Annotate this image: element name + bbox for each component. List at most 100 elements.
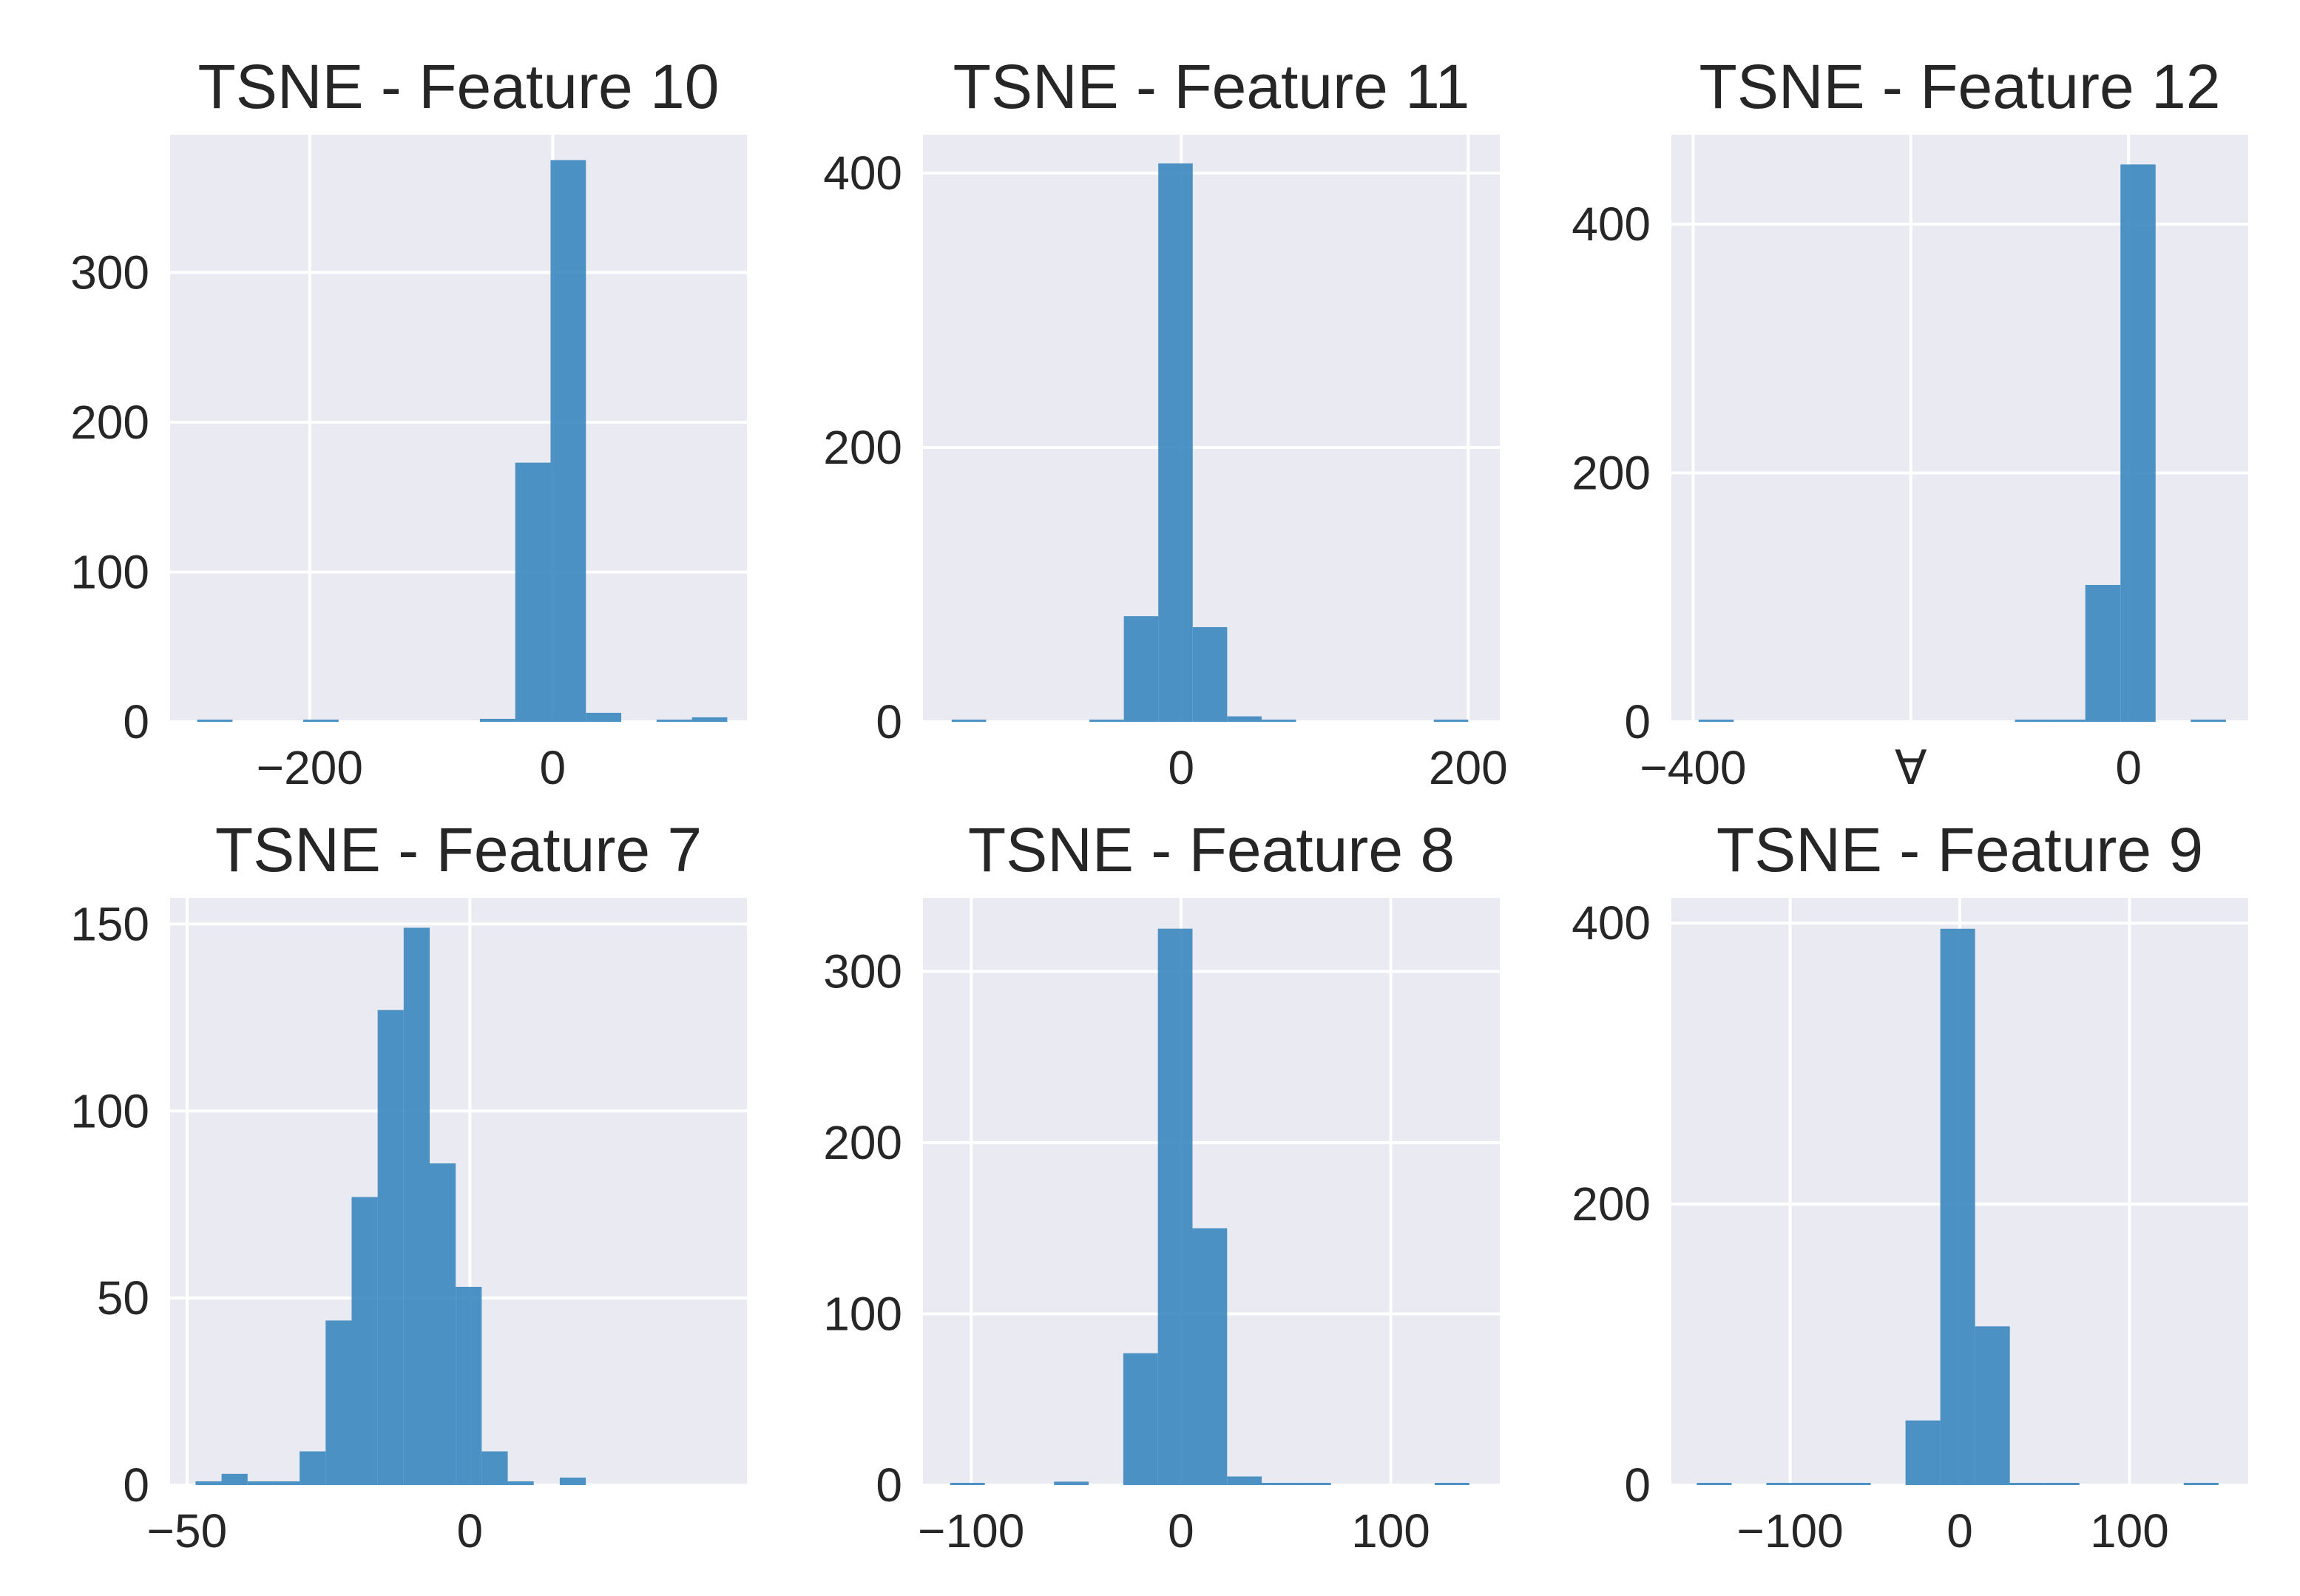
x-tick-label: ∀ xyxy=(1895,741,1927,794)
histogram-bar xyxy=(325,1320,352,1485)
histogram-bar xyxy=(951,720,987,722)
subplot-3: TSNE - Feature 12 −400 ∀ 0 0 200 400 xyxy=(1572,52,2248,794)
y-tick-label: 400 xyxy=(1572,896,1651,950)
histogram-bar xyxy=(1089,720,1124,722)
y-tick-label: 300 xyxy=(823,945,902,998)
histogram-bar xyxy=(2085,584,2121,722)
histogram-bar xyxy=(456,1286,482,1485)
y-tick-label: 400 xyxy=(1572,197,1651,251)
histogram-bar xyxy=(656,720,692,722)
histogram-bar xyxy=(247,1481,274,1485)
histogram-bar xyxy=(2015,720,2051,722)
plot-area xyxy=(923,135,1500,722)
histogram-bar xyxy=(1801,1483,1836,1485)
x-tick-label: 0 xyxy=(1168,741,1194,794)
y-tick-label: 200 xyxy=(823,421,902,474)
histogram-bar xyxy=(302,720,339,722)
y-tick-label: 150 xyxy=(70,897,149,950)
histogram-bar xyxy=(1766,1483,1802,1485)
histogram-bar xyxy=(691,717,728,722)
subplot-title: TSNE - Feature 9 xyxy=(1716,815,2203,885)
histogram-bar xyxy=(559,1477,586,1485)
y-tick-label: 200 xyxy=(1572,447,1651,500)
histogram-bar xyxy=(2050,720,2086,722)
histogram-bar xyxy=(515,462,551,722)
histogram-bar xyxy=(1836,1483,1871,1485)
y-tick-label: 100 xyxy=(70,1084,149,1137)
histogram-bar xyxy=(351,1197,378,1485)
y-tick-label: 200 xyxy=(70,396,149,449)
x-tick-label: 0 xyxy=(539,741,566,794)
plot-area xyxy=(170,135,747,722)
y-tick-label: 0 xyxy=(876,695,902,748)
y-tick-label: 50 xyxy=(97,1271,149,1325)
x-tick-label: 0 xyxy=(456,1504,483,1558)
histogram-bar xyxy=(1227,716,1262,722)
subplot-5: TSNE - Feature 8 −100 0 100 0 100 200 300 xyxy=(823,815,1500,1558)
subplot-title: TSNE - Feature 10 xyxy=(198,52,720,121)
histogram-bar xyxy=(2044,1483,2080,1485)
histogram-bar xyxy=(430,1163,456,1485)
histogram-bar xyxy=(950,1483,985,1485)
histogram-bar xyxy=(1905,1420,1941,1485)
y-tick-label: 0 xyxy=(123,695,149,748)
subplot-title: TSNE - Feature 11 xyxy=(953,52,1470,121)
histogram-bar xyxy=(1940,928,1975,1485)
histogram-bar xyxy=(1975,1326,2010,1485)
histogram-bar xyxy=(273,1481,300,1485)
histogram-bar xyxy=(1261,720,1296,722)
histogram-bar xyxy=(2120,164,2156,723)
histogram-bar xyxy=(1698,720,1734,722)
x-tick-label: 100 xyxy=(2090,1504,2169,1558)
subplot-1: TSNE - Feature 10 −200 0 0 100 200 300 xyxy=(70,52,747,794)
histogram-bar xyxy=(221,1473,248,1485)
histogram-bar xyxy=(1435,1483,1469,1485)
histogram-bar xyxy=(479,718,515,722)
histogram-bar xyxy=(377,1010,404,1485)
x-tick-label: −50 xyxy=(147,1504,228,1558)
histogram-bar xyxy=(1054,1481,1089,1485)
histogram-bar xyxy=(2191,720,2226,722)
y-tick-label: 0 xyxy=(123,1458,149,1512)
x-tick-label: 0 xyxy=(1946,1504,1973,1558)
histogram-bar xyxy=(403,927,430,1485)
y-tick-label: 0 xyxy=(1624,1458,1651,1512)
subplot-title: TSNE - Feature 12 xyxy=(1699,52,2221,121)
x-tick-label: 200 xyxy=(1429,741,1508,794)
y-tick-label: 100 xyxy=(70,545,149,598)
histogram-bar xyxy=(1433,720,1469,722)
subplot-title: TSNE - Feature 7 xyxy=(215,815,702,885)
histogram-bar xyxy=(197,720,233,722)
histogram-bar xyxy=(1296,1483,1331,1485)
y-tick-label: 200 xyxy=(823,1116,902,1169)
histogram-bar xyxy=(1157,928,1193,1485)
y-tick-label: 0 xyxy=(1624,695,1651,748)
x-tick-label: −100 xyxy=(1737,1504,1844,1558)
x-tick-label: 100 xyxy=(1351,1504,1430,1558)
x-tick-label: −400 xyxy=(1640,741,1746,794)
histogram-bar xyxy=(1158,163,1193,722)
y-tick-label: 0 xyxy=(876,1458,902,1512)
histogram-bar xyxy=(1227,1476,1262,1485)
subplot-6: TSNE - Feature 9 −100 0 100 0 200 400 xyxy=(1572,815,2248,1558)
histogram-bar xyxy=(1123,1353,1158,1485)
x-tick-label: −200 xyxy=(257,741,363,794)
x-tick-label: −100 xyxy=(918,1504,1024,1558)
subplot-2: TSNE - Feature 11 0 200 0 200 400 xyxy=(823,52,1507,794)
histogram-bar xyxy=(1123,616,1159,722)
histogram-bar xyxy=(2183,1483,2219,1485)
histogram-bar xyxy=(2009,1483,2045,1485)
histogram-bar xyxy=(195,1481,222,1485)
histogram-bar xyxy=(1192,626,1228,722)
histogram-bar xyxy=(1192,1228,1228,1485)
histogram-bar xyxy=(507,1481,534,1485)
y-tick-label: 200 xyxy=(1572,1177,1651,1231)
subplot-title: TSNE - Feature 8 xyxy=(968,815,1455,885)
x-tick-label: 0 xyxy=(1168,1504,1194,1558)
y-tick-label: 400 xyxy=(823,146,902,200)
y-tick-label: 100 xyxy=(823,1288,902,1341)
y-tick-label: 300 xyxy=(70,246,149,299)
x-tick-label: 0 xyxy=(2115,741,2142,794)
